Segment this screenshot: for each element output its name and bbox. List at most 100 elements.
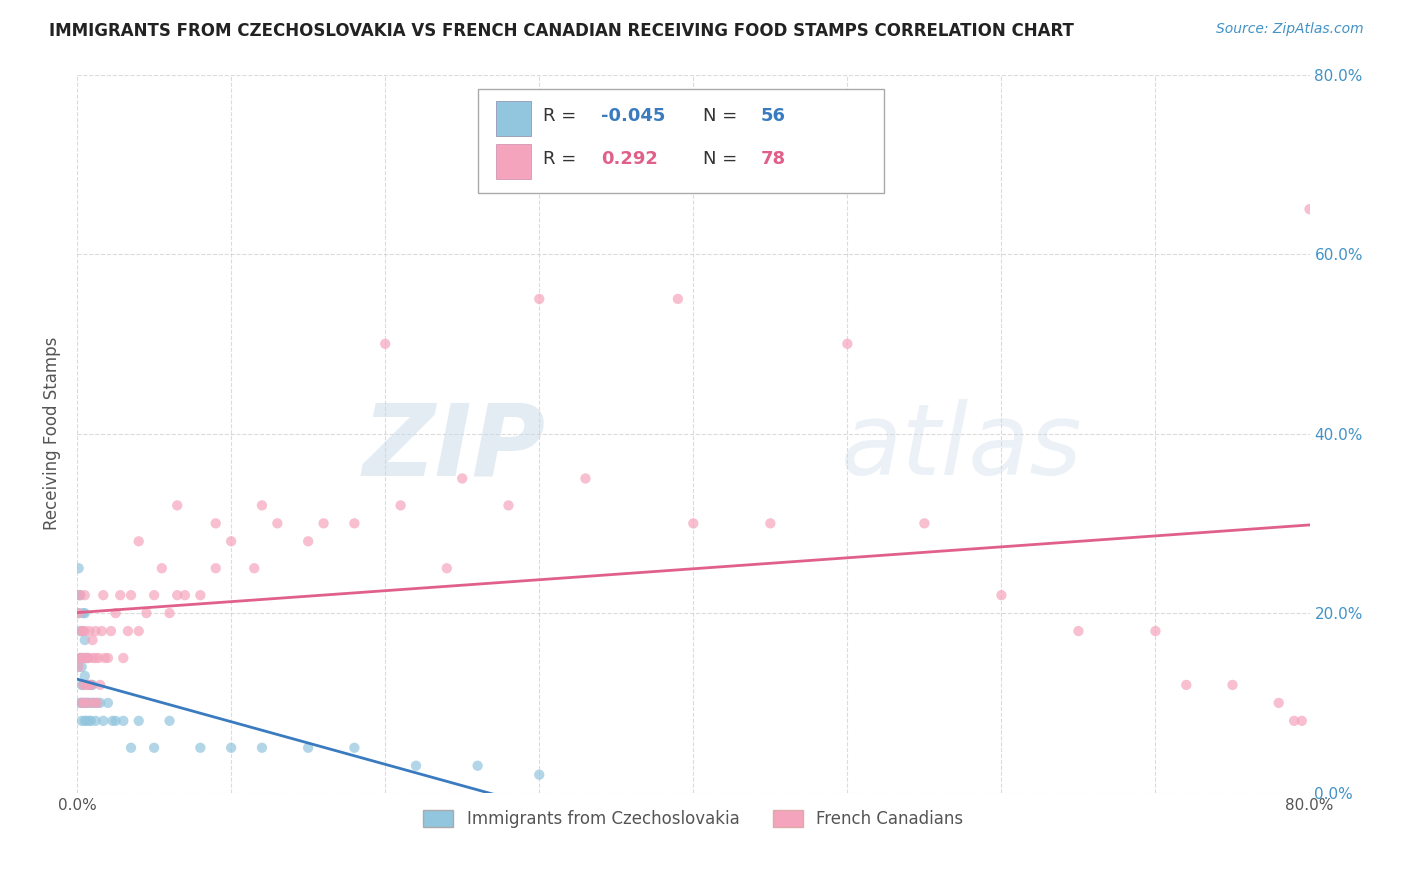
Point xyxy=(97,651,120,665)
Point xyxy=(73,669,96,683)
Text: 56: 56 xyxy=(761,107,786,125)
Point xyxy=(1291,714,1313,728)
Point xyxy=(120,740,142,755)
Point xyxy=(70,651,93,665)
Point xyxy=(69,588,91,602)
Point xyxy=(112,651,135,665)
Point xyxy=(101,714,124,728)
Point xyxy=(243,561,266,575)
Point xyxy=(250,740,273,755)
Point xyxy=(120,588,142,602)
Point xyxy=(529,767,551,781)
Point xyxy=(73,651,96,665)
Point xyxy=(682,516,704,531)
Point xyxy=(204,516,226,531)
Point xyxy=(70,696,93,710)
Point xyxy=(343,516,366,531)
Point xyxy=(100,624,122,638)
Point xyxy=(91,714,114,728)
Point xyxy=(529,292,551,306)
Point xyxy=(166,588,188,602)
Point xyxy=(117,624,139,638)
Point xyxy=(143,588,166,602)
Point xyxy=(69,651,91,665)
Point xyxy=(89,678,111,692)
Point xyxy=(75,651,97,665)
Point xyxy=(77,651,100,665)
Point xyxy=(82,633,104,648)
Text: atlas: atlas xyxy=(841,400,1083,497)
Point xyxy=(70,696,93,710)
Point xyxy=(188,740,211,755)
Point xyxy=(73,696,96,710)
Point xyxy=(467,758,489,772)
Point xyxy=(73,606,96,620)
Point xyxy=(86,696,108,710)
Point xyxy=(837,336,859,351)
Point xyxy=(82,651,104,665)
Point xyxy=(143,740,166,755)
Point xyxy=(1067,624,1090,638)
Point xyxy=(912,516,935,531)
Point xyxy=(70,714,93,728)
Text: 78: 78 xyxy=(761,150,786,169)
Point xyxy=(77,678,100,692)
Point xyxy=(69,624,91,638)
Point xyxy=(72,606,94,620)
Point xyxy=(104,714,127,728)
Point xyxy=(91,588,114,602)
Point xyxy=(67,606,90,620)
Point xyxy=(1298,202,1320,216)
Point xyxy=(94,651,117,665)
Point xyxy=(72,624,94,638)
Point xyxy=(128,534,150,549)
Point xyxy=(87,651,110,665)
Point xyxy=(250,499,273,513)
Text: N =: N = xyxy=(703,107,744,125)
Point xyxy=(405,758,427,772)
Point xyxy=(80,714,103,728)
Point xyxy=(112,714,135,728)
Point xyxy=(69,588,91,602)
Point xyxy=(90,624,112,638)
Point xyxy=(312,516,335,531)
Point xyxy=(166,499,188,513)
Point xyxy=(110,588,132,602)
Point xyxy=(67,561,90,575)
Point xyxy=(86,696,108,710)
Text: R =: R = xyxy=(543,107,582,125)
Point xyxy=(666,292,689,306)
Point xyxy=(80,678,103,692)
Point xyxy=(72,651,94,665)
Text: ZIP: ZIP xyxy=(363,400,546,497)
Point xyxy=(97,696,120,710)
Point xyxy=(297,534,319,549)
Point xyxy=(174,588,197,602)
Point xyxy=(67,588,90,602)
Point xyxy=(72,678,94,692)
Point xyxy=(67,606,90,620)
Point xyxy=(84,651,107,665)
Point xyxy=(436,561,458,575)
Point xyxy=(343,740,366,755)
Point xyxy=(73,696,96,710)
Point xyxy=(219,534,242,549)
Point xyxy=(83,696,105,710)
Point xyxy=(1144,624,1167,638)
Point xyxy=(128,714,150,728)
Point xyxy=(84,714,107,728)
Point xyxy=(70,651,93,665)
FancyBboxPatch shape xyxy=(478,89,884,193)
Point xyxy=(574,471,596,485)
Point xyxy=(990,588,1012,602)
Point xyxy=(77,651,100,665)
Point xyxy=(79,624,101,638)
Point xyxy=(75,678,97,692)
Point xyxy=(159,606,181,620)
Point xyxy=(188,588,211,602)
Point xyxy=(83,696,105,710)
Text: IMMIGRANTS FROM CZECHOSLOVAKIA VS FRENCH CANADIAN RECEIVING FOOD STAMPS CORRELAT: IMMIGRANTS FROM CZECHOSLOVAKIA VS FRENCH… xyxy=(49,22,1074,40)
Y-axis label: Receiving Food Stamps: Receiving Food Stamps xyxy=(44,337,60,530)
Point xyxy=(70,624,93,638)
Point xyxy=(451,471,474,485)
